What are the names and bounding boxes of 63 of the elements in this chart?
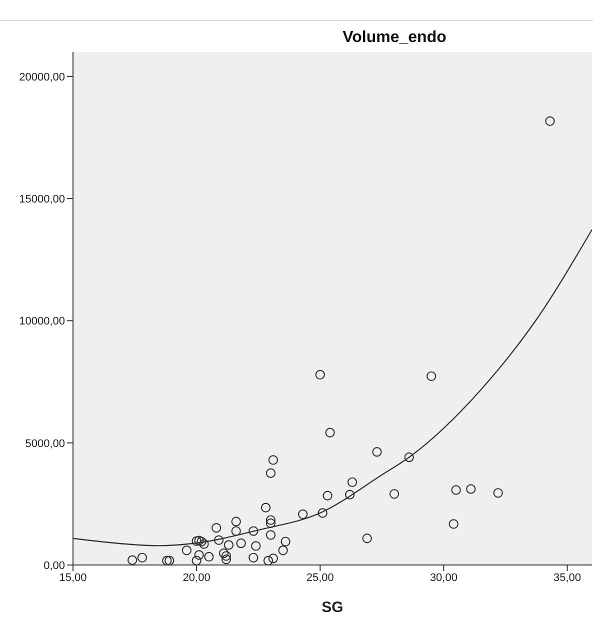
point (448, 519, 458, 529)
point (347, 477, 358, 488)
point (466, 484, 476, 494)
point (194, 550, 204, 560)
point (325, 428, 335, 438)
point (221, 551, 232, 561)
point (263, 556, 274, 565)
point (389, 489, 400, 499)
point (451, 485, 461, 495)
point (248, 552, 258, 563)
point (426, 371, 436, 382)
point (322, 490, 332, 500)
point (182, 545, 192, 556)
point (362, 534, 372, 544)
point (224, 540, 234, 550)
point (218, 548, 229, 558)
x-tick-label: 15,00 (59, 572, 87, 584)
point (127, 555, 138, 565)
point (192, 536, 202, 546)
x-axis-title: SG (322, 599, 344, 616)
x-tick-label: 35,00 (554, 572, 582, 584)
point (196, 536, 206, 546)
point (221, 554, 232, 564)
x-tick-label: 25,00 (306, 572, 334, 584)
point (137, 552, 148, 563)
point (266, 518, 276, 528)
point (493, 488, 503, 498)
point (372, 447, 382, 457)
point (194, 536, 204, 546)
point (199, 539, 209, 549)
chart-title: Volume_endo (342, 29, 447, 46)
point (211, 523, 222, 533)
point (280, 536, 290, 546)
point (204, 552, 214, 562)
point (248, 526, 258, 536)
x-tick-label: 20,00 (182, 572, 210, 584)
point (231, 516, 241, 526)
point (315, 370, 325, 380)
point (404, 452, 414, 462)
y-tick-label: 5000,00 (25, 438, 65, 450)
x-tick-label: 30,00 (430, 572, 458, 584)
point (251, 541, 261, 551)
point (236, 538, 246, 548)
point (318, 508, 328, 518)
point (214, 535, 224, 545)
point (344, 490, 355, 500)
y-tick-label: 20000,00 (19, 71, 65, 84)
point (192, 556, 202, 565)
point (266, 468, 276, 478)
point (164, 556, 174, 565)
point (545, 116, 555, 126)
point (266, 530, 276, 540)
y-tick-label: 0,00 (44, 560, 65, 572)
point (278, 545, 288, 556)
point (268, 554, 278, 564)
point (268, 455, 278, 465)
point (231, 526, 241, 536)
y-tick-label: 15000,00 (19, 193, 65, 206)
point (298, 509, 308, 520)
point (266, 515, 276, 525)
point (162, 556, 172, 565)
point (260, 502, 271, 512)
y-tick-label: 10000,00 (19, 316, 65, 328)
